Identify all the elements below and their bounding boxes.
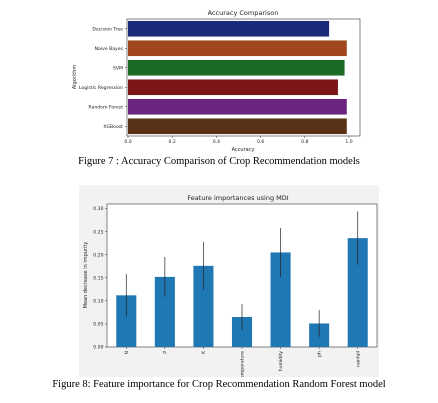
x-tick-label: 0.6: [257, 139, 264, 145]
y-tick-label: 0.25: [93, 229, 103, 235]
bar-p: [154, 276, 175, 347]
x-tick-label: rainfall: [355, 351, 361, 367]
x-tick-label: ph: [317, 351, 323, 357]
x-tick-label: N: [124, 351, 130, 354]
y-tick-label: 0.30: [93, 206, 103, 212]
accuracy-comparison-chart: Accuracy Comparison 0.0 0.2 0.4 0.6 0.8 1.0 D…: [72, 9, 361, 153]
bar-logistic-regression: [128, 79, 338, 96]
x-tick-label: 1.0: [345, 139, 352, 145]
y-tick-label: 0.15: [93, 275, 103, 281]
x-tick-label: 0.0: [124, 139, 131, 145]
bar-xgboost: [128, 118, 347, 135]
x-tick-label: P: [162, 351, 168, 354]
y-tick-label: Naive Bayes: [95, 46, 124, 52]
bar-decision-tree: [128, 20, 330, 37]
y-tick-label: 0.00: [93, 345, 103, 351]
bar-random-forest: [128, 98, 347, 115]
bar-naive-bayes: [128, 40, 347, 57]
chart-title: Accuracy Comparison: [208, 9, 279, 17]
y-tick-label: 0.10: [93, 298, 103, 304]
x-tick-label: K: [201, 350, 207, 354]
y-tick-label: 0.20: [93, 252, 103, 258]
figure-7-caption: Figure 7 : Accuracy Comparison of Crop R…: [78, 156, 360, 167]
bar-n: [116, 295, 137, 347]
y-tick-label: Logistic Regression: [79, 85, 123, 91]
y-tick-label: 0.05: [93, 322, 103, 328]
x-tick-label: humidity: [278, 351, 284, 372]
y-tick-label: Random Forest: [88, 104, 123, 110]
y-axis-label: Algorithm: [72, 65, 78, 90]
bar-k: [193, 265, 214, 347]
y-tick-label: Decision Tree: [92, 26, 123, 32]
y-tick-label: SVM: [113, 65, 123, 71]
x-tick-label: temperature: [240, 351, 246, 377]
bar-temperature: [231, 317, 253, 347]
figure-8-caption: Figure 8: Feature importance for Crop Re…: [52, 379, 386, 390]
x-tick-label: 0.4: [213, 139, 220, 145]
plot-area: [126, 18, 361, 137]
x-axis-label: Accuracy: [232, 147, 255, 153]
chart-title: Feature importances using MDI: [187, 194, 288, 202]
bar-rainfall: [347, 238, 368, 347]
x-tick-label: 0.8: [301, 139, 308, 145]
y-tick-label: XGBoost: [103, 124, 123, 130]
y-axis-label: Mean decrease in impurity: [83, 242, 89, 309]
bar-humidity: [270, 252, 291, 347]
accuracy-comparison-figure: Accuracy Comparison 0.0 0.2 0.4 0.6 0.8 1.0 D…: [0, 0, 438, 161]
x-tick-label: 0.2: [169, 139, 176, 145]
bar-svm: [128, 59, 345, 76]
